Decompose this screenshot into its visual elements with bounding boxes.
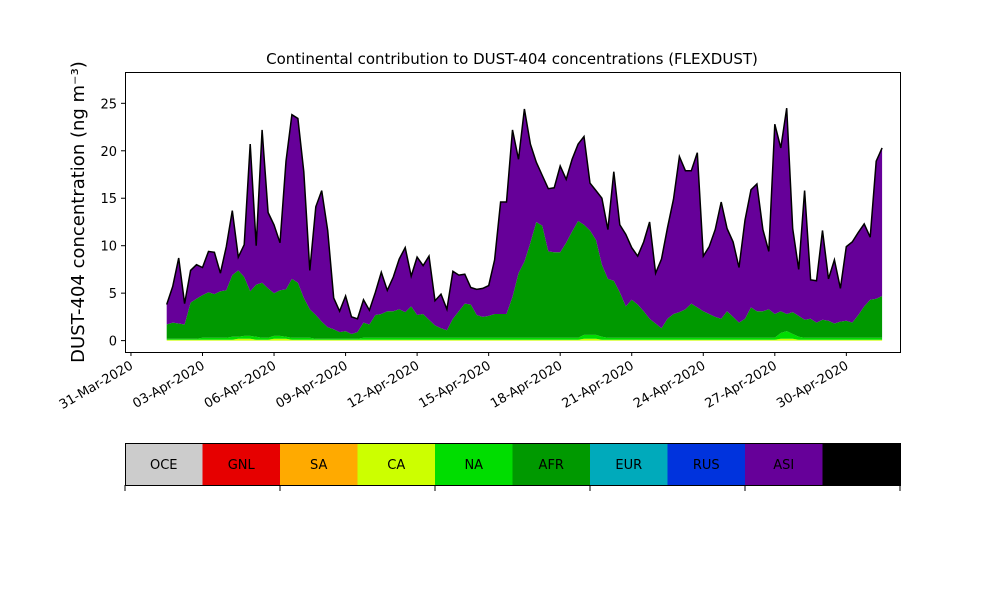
colorbar-label: RUS — [693, 458, 720, 473]
x-tick-label: 12-Apr-2020 — [345, 358, 422, 411]
y-tick-label: 0 — [109, 335, 117, 350]
colorbar-cell-oce — [125, 443, 203, 485]
colorbar-frame — [125, 443, 901, 486]
y-tick-label: 5 — [109, 287, 117, 302]
x-tick-label: 30-Apr-2020 — [774, 358, 851, 411]
y-axis-label: DUST-404 concentration (ng m⁻³) — [68, 61, 89, 363]
colorbar-label: NA — [464, 458, 483, 473]
colorbar-cell-sa — [280, 443, 358, 485]
area-na — [166, 331, 883, 340]
y-tick-label: 20 — [100, 145, 117, 160]
colorbar-label: EUR — [615, 458, 642, 473]
total-line — [165, 107, 883, 320]
x-tick-label: 06-Apr-2020 — [202, 358, 279, 411]
x-tick-label: 27-Apr-2020 — [703, 358, 780, 411]
colorbar-label: AFR — [539, 458, 564, 473]
y-axis: 0 5 10 15 20 25 — [100, 97, 125, 350]
colorbar-label: GNL — [228, 458, 256, 473]
colorbar-cell-na — [435, 443, 513, 485]
x-axis: 31-Mar-202003-Apr-202006-Apr-202009-Apr-… — [57, 352, 851, 413]
x-tick-label: 31-Mar-2020 — [57, 358, 136, 412]
chart-title: Continental contribution to DUST-404 con… — [266, 50, 758, 68]
colorbar: OCE GNL SA CA NA AFR EUR RUS ASI AUS — [124, 443, 901, 491]
x-tick-label: 24-Apr-2020 — [631, 358, 708, 411]
y-tick-label: 25 — [100, 97, 117, 112]
x-tick-label: 21-Apr-2020 — [560, 358, 637, 411]
colorbar-cell-afr — [512, 443, 591, 485]
area-asi — [166, 108, 883, 334]
colorbar-label: CA — [387, 458, 405, 473]
colorbar-label: AUS — [848, 458, 875, 473]
colorbar-label: ASI — [773, 458, 794, 473]
x-tick-label: 15-Apr-2020 — [417, 358, 494, 411]
colorbar-cell-gnl — [202, 443, 281, 485]
colorbar-cell-rus — [667, 443, 746, 485]
x-tick-label: 09-Apr-2020 — [273, 358, 350, 411]
colorbar-cell-eur — [590, 443, 668, 485]
y-tick-label: 10 — [100, 240, 117, 255]
colorbar-label: SA — [310, 458, 327, 473]
x-tick-label: 03-Apr-2020 — [130, 358, 207, 411]
colorbar-cell-ca — [357, 443, 436, 485]
colorbar-label: OCE — [150, 458, 178, 473]
colorbar-cell-asi — [745, 443, 823, 485]
y-tick-label: 15 — [100, 192, 117, 207]
plot-frame — [125, 72, 901, 353]
stacked-areas — [166, 108, 883, 341]
colorbar-cell-aus — [822, 443, 901, 485]
area-afr — [166, 221, 883, 339]
total-line-group — [165, 107, 883, 320]
area-ca — [166, 338, 883, 341]
x-tick-label: 18-Apr-2020 — [488, 358, 565, 411]
